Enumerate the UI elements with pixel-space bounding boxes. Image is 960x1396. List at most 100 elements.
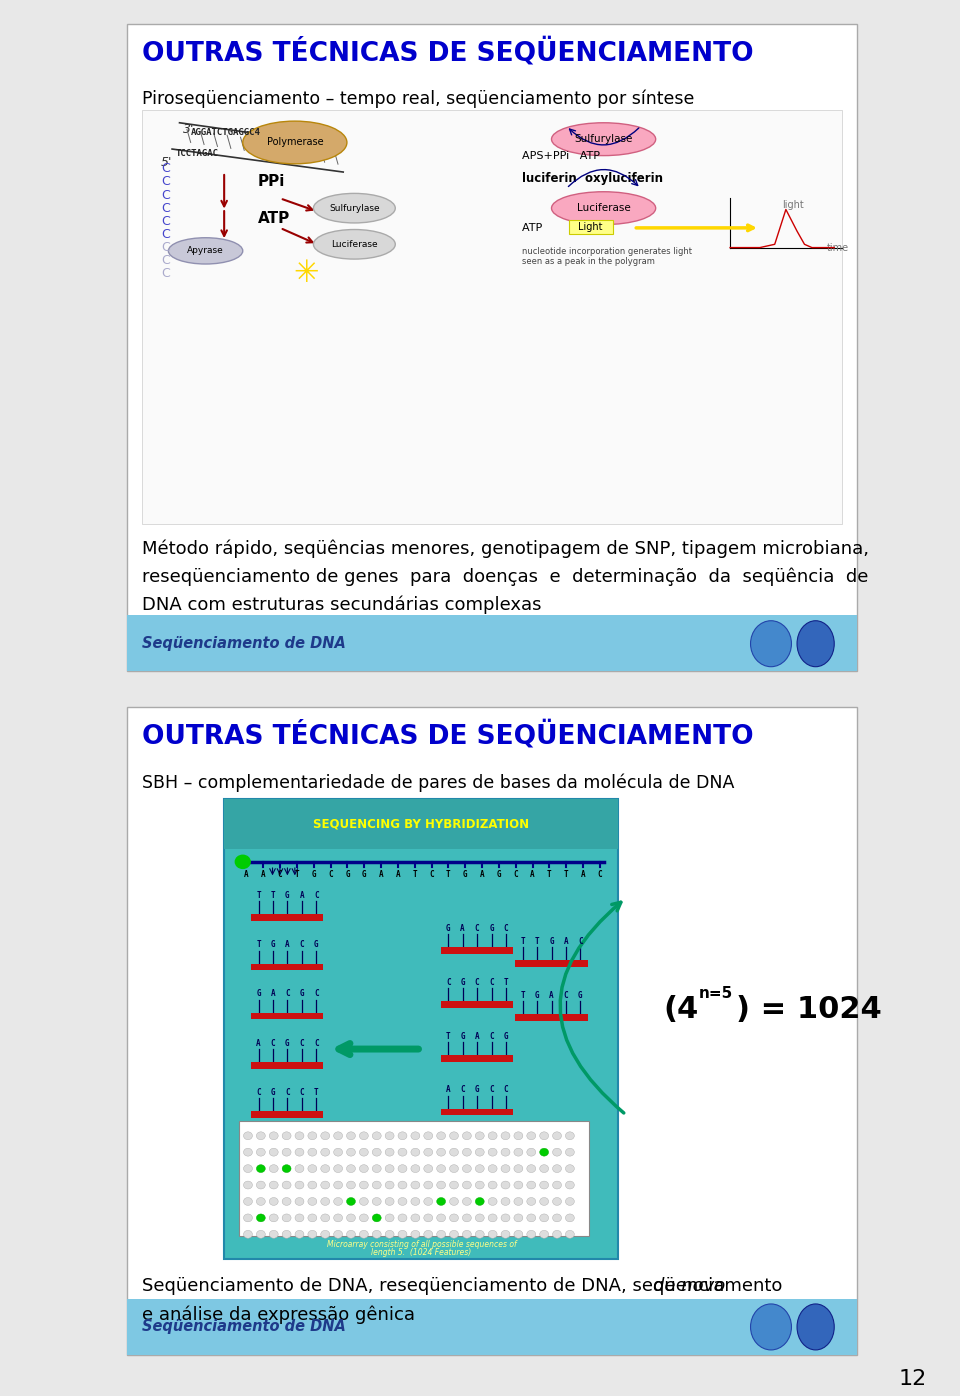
Circle shape bbox=[295, 1215, 304, 1222]
Text: A: A bbox=[300, 891, 304, 900]
Circle shape bbox=[321, 1230, 329, 1238]
Text: A: A bbox=[396, 871, 400, 879]
Text: C: C bbox=[461, 1085, 465, 1094]
Circle shape bbox=[334, 1132, 343, 1139]
Text: ATP: ATP bbox=[522, 223, 553, 233]
Circle shape bbox=[385, 1149, 394, 1156]
Circle shape bbox=[359, 1132, 369, 1139]
Text: A: A bbox=[379, 871, 383, 879]
Circle shape bbox=[256, 1198, 265, 1205]
FancyBboxPatch shape bbox=[128, 24, 856, 671]
Text: C: C bbox=[564, 991, 568, 1000]
Text: OUTRAS TÉCNICAS DE SEQÜENCIAMENTO: OUTRAS TÉCNICAS DE SEQÜENCIAMENTO bbox=[142, 720, 754, 750]
Text: n=5: n=5 bbox=[699, 986, 733, 1001]
Text: C: C bbox=[161, 228, 170, 242]
Text: A: A bbox=[461, 924, 465, 933]
Circle shape bbox=[475, 1132, 484, 1139]
Circle shape bbox=[334, 1230, 343, 1238]
FancyBboxPatch shape bbox=[252, 914, 324, 921]
Text: A: A bbox=[475, 1032, 479, 1040]
Circle shape bbox=[269, 1149, 278, 1156]
FancyBboxPatch shape bbox=[252, 1111, 324, 1118]
Circle shape bbox=[437, 1164, 445, 1173]
Circle shape bbox=[359, 1198, 369, 1205]
Circle shape bbox=[501, 1230, 510, 1238]
Text: de novo: de novo bbox=[654, 1277, 726, 1295]
Circle shape bbox=[423, 1230, 433, 1238]
Circle shape bbox=[347, 1198, 355, 1205]
Circle shape bbox=[244, 1164, 252, 1173]
Circle shape bbox=[565, 1198, 574, 1205]
Text: A: A bbox=[271, 990, 276, 998]
Circle shape bbox=[449, 1164, 459, 1173]
Circle shape bbox=[372, 1181, 381, 1189]
Circle shape bbox=[385, 1198, 394, 1205]
Circle shape bbox=[540, 1132, 548, 1139]
Text: C: C bbox=[475, 977, 479, 987]
Text: C: C bbox=[161, 201, 170, 215]
Text: Apyrase: Apyrase bbox=[187, 246, 224, 255]
Circle shape bbox=[449, 1198, 459, 1205]
Text: G: G bbox=[461, 1032, 465, 1040]
FancyBboxPatch shape bbox=[252, 1013, 324, 1019]
Circle shape bbox=[501, 1149, 510, 1156]
Circle shape bbox=[553, 1198, 562, 1205]
Text: A: A bbox=[549, 991, 554, 1000]
Circle shape bbox=[475, 1181, 484, 1189]
Circle shape bbox=[501, 1132, 510, 1139]
Text: C: C bbox=[256, 1087, 261, 1097]
Text: T: T bbox=[314, 1087, 319, 1097]
Ellipse shape bbox=[313, 229, 396, 260]
Circle shape bbox=[269, 1198, 278, 1205]
Circle shape bbox=[359, 1181, 369, 1189]
Circle shape bbox=[398, 1149, 407, 1156]
Text: A: A bbox=[244, 871, 249, 879]
Circle shape bbox=[244, 1132, 252, 1139]
Circle shape bbox=[269, 1181, 278, 1189]
Text: G: G bbox=[490, 924, 493, 933]
Ellipse shape bbox=[797, 1304, 834, 1350]
Circle shape bbox=[385, 1181, 394, 1189]
Circle shape bbox=[489, 1149, 497, 1156]
Circle shape bbox=[463, 1164, 471, 1173]
Circle shape bbox=[565, 1149, 574, 1156]
Text: A: A bbox=[446, 1085, 450, 1094]
Text: T: T bbox=[564, 871, 568, 879]
Text: A: A bbox=[581, 871, 586, 879]
Circle shape bbox=[514, 1230, 523, 1238]
Circle shape bbox=[398, 1215, 407, 1222]
FancyBboxPatch shape bbox=[142, 110, 842, 524]
Text: A: A bbox=[564, 937, 568, 946]
Circle shape bbox=[449, 1181, 459, 1189]
Text: C: C bbox=[161, 215, 170, 228]
Text: C: C bbox=[161, 268, 170, 281]
FancyBboxPatch shape bbox=[239, 1121, 588, 1237]
Circle shape bbox=[475, 1149, 484, 1156]
Text: C: C bbox=[597, 871, 602, 879]
Circle shape bbox=[501, 1181, 510, 1189]
Circle shape bbox=[527, 1132, 536, 1139]
Text: C: C bbox=[490, 977, 493, 987]
Text: C: C bbox=[314, 990, 319, 998]
Text: PPi: PPi bbox=[257, 174, 285, 190]
Text: Microarray consisting of all possible sequences of: Microarray consisting of all possible se… bbox=[326, 1240, 516, 1249]
Text: G: G bbox=[285, 891, 290, 900]
Text: SEQUENCING BY HYBRIDIZATION: SEQUENCING BY HYBRIDIZATION bbox=[313, 817, 529, 831]
Circle shape bbox=[540, 1164, 548, 1173]
Circle shape bbox=[527, 1149, 536, 1156]
Circle shape bbox=[501, 1215, 510, 1222]
Circle shape bbox=[411, 1132, 420, 1139]
Circle shape bbox=[295, 1230, 304, 1238]
Text: C: C bbox=[300, 1087, 304, 1097]
Circle shape bbox=[527, 1198, 536, 1205]
Circle shape bbox=[372, 1149, 381, 1156]
Text: C: C bbox=[161, 254, 170, 267]
Circle shape bbox=[347, 1164, 355, 1173]
Circle shape bbox=[565, 1230, 574, 1238]
Circle shape bbox=[411, 1230, 420, 1238]
Text: T: T bbox=[504, 977, 508, 987]
Text: 3': 3' bbox=[183, 123, 195, 135]
Circle shape bbox=[411, 1164, 420, 1173]
Circle shape bbox=[269, 1230, 278, 1238]
Circle shape bbox=[437, 1149, 445, 1156]
